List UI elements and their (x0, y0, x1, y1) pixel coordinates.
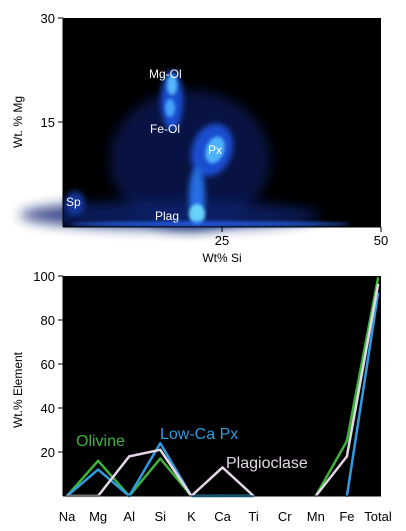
density-ytick-label-15: 15 (41, 115, 55, 130)
point-olivine-total (376, 277, 380, 280)
point-olivine-fe (345, 439, 349, 443)
mg-ol-core (167, 75, 177, 95)
y-tick-label-60: 60 (41, 357, 55, 372)
x-tick-label-mg: Mg (89, 509, 107, 524)
density-xtick-label-50: 50 (374, 233, 388, 248)
line-y-axis-label: Wt.% Element (11, 351, 25, 428)
point-plagioclase-al (128, 455, 131, 458)
y-tick-label-80: 80 (41, 313, 55, 328)
plag-core (189, 204, 205, 224)
fe-ol-core (165, 99, 175, 117)
x-tick-label-ti: Ti (248, 509, 258, 524)
point-olivine-mg (96, 459, 100, 462)
density-x-axis-label: Wt% Si (202, 251, 241, 265)
point-low-ca-px-si (159, 442, 162, 445)
series-label-plagioclase: Plagioclase (226, 455, 308, 472)
phase-label-plag: Plag (155, 209, 179, 223)
phase-label-mg-ol: Mg-Ol (149, 67, 182, 81)
density-plot: Mg-Ol Fe-Ol Px Plag Sp 30 15 25 50 Wt% S… (11, 11, 388, 265)
series-label-low-ca-px: Low-Ca Px (160, 426, 238, 443)
line-y-ticks: 20 40 60 80 100 (33, 269, 63, 460)
phase-label-fe-ol: Fe-Ol (150, 122, 180, 136)
line-plot-area (63, 276, 381, 496)
element-line-chart: Olivine Low-Ca Px Plagioclase 20 40 60 80 10… (11, 269, 392, 524)
x-tick-label-fe: Fe (339, 509, 354, 524)
series-line-low-ca-px-1 (345, 293, 380, 497)
point-plagioclase-ca (221, 466, 224, 469)
y-tick-label-40: 40 (41, 401, 55, 416)
density-ytick-label-30: 30 (41, 11, 55, 26)
x-tick-label-si: Si (155, 509, 167, 524)
point-low-ca-px-mg (96, 468, 100, 471)
bottom-streak (70, 221, 350, 227)
phase-label-sp: Sp (66, 195, 81, 209)
px-core (205, 136, 225, 164)
x-tick-label-mn: Mn (307, 509, 325, 524)
density-haze (110, 90, 270, 230)
point-plagioclase-si (159, 448, 162, 451)
x-tick-label-al: Al (123, 509, 135, 524)
phase-label-px: Px (208, 143, 222, 157)
y-tick-label-20: 20 (41, 445, 55, 460)
density-y-axis-label: Wt. % Mg (11, 96, 25, 148)
x-tick-label-cr: Cr (278, 509, 292, 524)
x-tick-label-total: Total (364, 509, 392, 524)
y-tick-label-100: 100 (33, 269, 55, 284)
point-plagioclase-fe (345, 455, 349, 458)
sp-blob (65, 191, 85, 215)
x-tick-label-na: Na (59, 509, 76, 524)
x-tick-label-k: K (187, 509, 196, 524)
density-xtick-label-25: 25 (215, 233, 229, 248)
point-olivine-si (159, 457, 162, 460)
line-x-ticks: Na Mg Al Si K Ca Ti Cr Mn Fe Total (59, 509, 392, 524)
series-label-olivine: Olivine (76, 433, 125, 450)
density-clouds (20, 70, 350, 230)
point-plagioclase-total (376, 283, 380, 286)
x-tick-label-ca: Ca (214, 509, 231, 524)
